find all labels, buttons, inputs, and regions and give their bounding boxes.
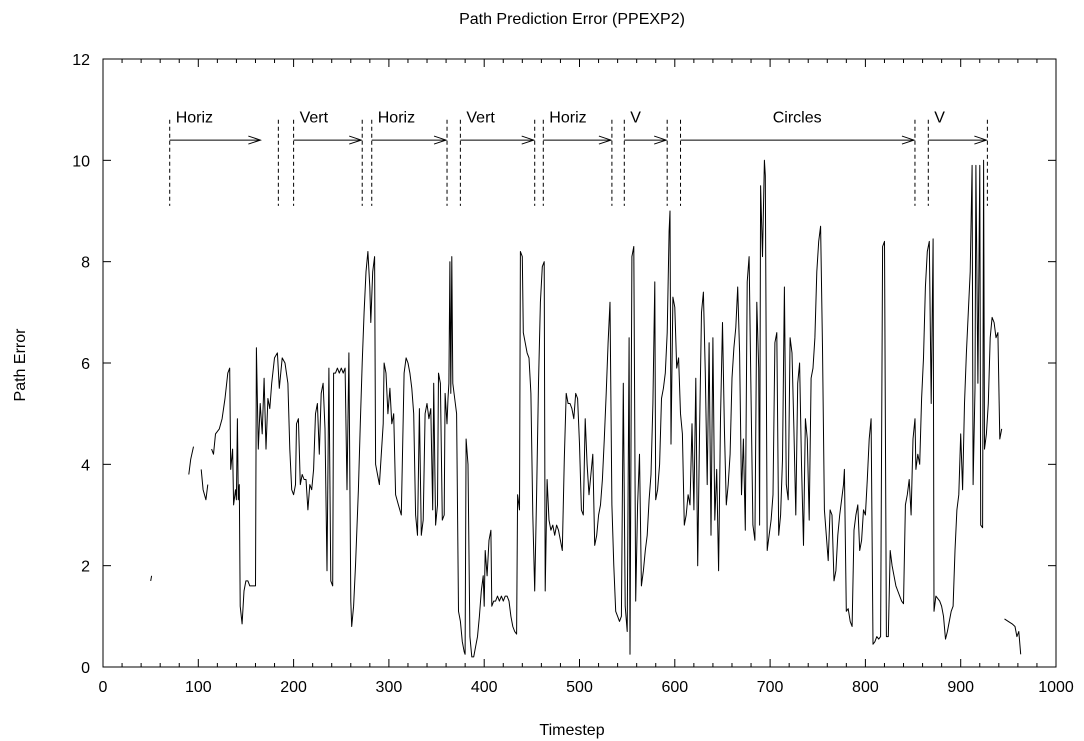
segment-label: Vert xyxy=(300,109,329,126)
y-tick-label: 6 xyxy=(81,356,90,373)
x-tick-label: 100 xyxy=(185,679,212,696)
arrow-head xyxy=(521,135,536,145)
y-tick-label: 8 xyxy=(81,255,90,272)
segment-annotations: Horiz Vert Horiz Vert Horiz V Circles V xyxy=(169,109,988,206)
x-axis-label: Timestep xyxy=(539,722,604,739)
series-layer xyxy=(150,159,1022,658)
x-tick-label: 600 xyxy=(661,679,688,696)
series-line xyxy=(188,446,194,475)
y-axis-label: Path Error xyxy=(12,328,29,402)
segment-label: Circles xyxy=(773,109,822,126)
y-tick-label: 12 xyxy=(72,52,90,69)
x-axis: 0 100 200 300 400 500 600 700 800 900 1000 xyxy=(99,59,1074,696)
series-line xyxy=(1004,618,1022,655)
arrow-head xyxy=(654,135,668,145)
y-tick-label: 2 xyxy=(81,559,90,576)
y-tick-label: 0 xyxy=(81,660,90,677)
plot-area xyxy=(102,58,1057,668)
x-tick-label: 1000 xyxy=(1038,679,1074,696)
segment-label: V xyxy=(934,109,945,126)
segment-label: V xyxy=(630,109,641,126)
arrow-head xyxy=(598,135,613,145)
y-tick-label: 4 xyxy=(81,457,90,474)
x-tick-label: 800 xyxy=(852,679,879,696)
arrow-head xyxy=(901,135,916,145)
chart-title: Path Prediction Error (PPEXP2) xyxy=(459,11,685,28)
arrow-head xyxy=(349,135,363,145)
x-tick-label: 500 xyxy=(566,679,593,696)
series-line xyxy=(150,575,153,581)
x-tick-label: 900 xyxy=(947,679,974,696)
series-line xyxy=(200,469,209,501)
x-tick-label: 400 xyxy=(471,679,498,696)
plot-frame xyxy=(102,58,1057,668)
y-tick-label: 10 xyxy=(72,153,90,170)
series-line xyxy=(211,159,1003,658)
x-tick-label: 300 xyxy=(376,679,403,696)
arrow-head xyxy=(974,135,988,145)
segment-label: Horiz xyxy=(549,109,586,126)
x-tick-label: 700 xyxy=(757,679,784,696)
arrow-head xyxy=(433,135,448,145)
segment-label: Vert xyxy=(466,109,495,126)
segment-label: Horiz xyxy=(176,109,213,126)
x-tick-label: 200 xyxy=(280,679,307,696)
x-tick-label: 0 xyxy=(99,679,108,696)
arrow-head xyxy=(248,135,262,145)
y-axis: 0 2 4 6 8 10 12 xyxy=(72,52,1056,677)
segment-label: Horiz xyxy=(378,109,415,126)
